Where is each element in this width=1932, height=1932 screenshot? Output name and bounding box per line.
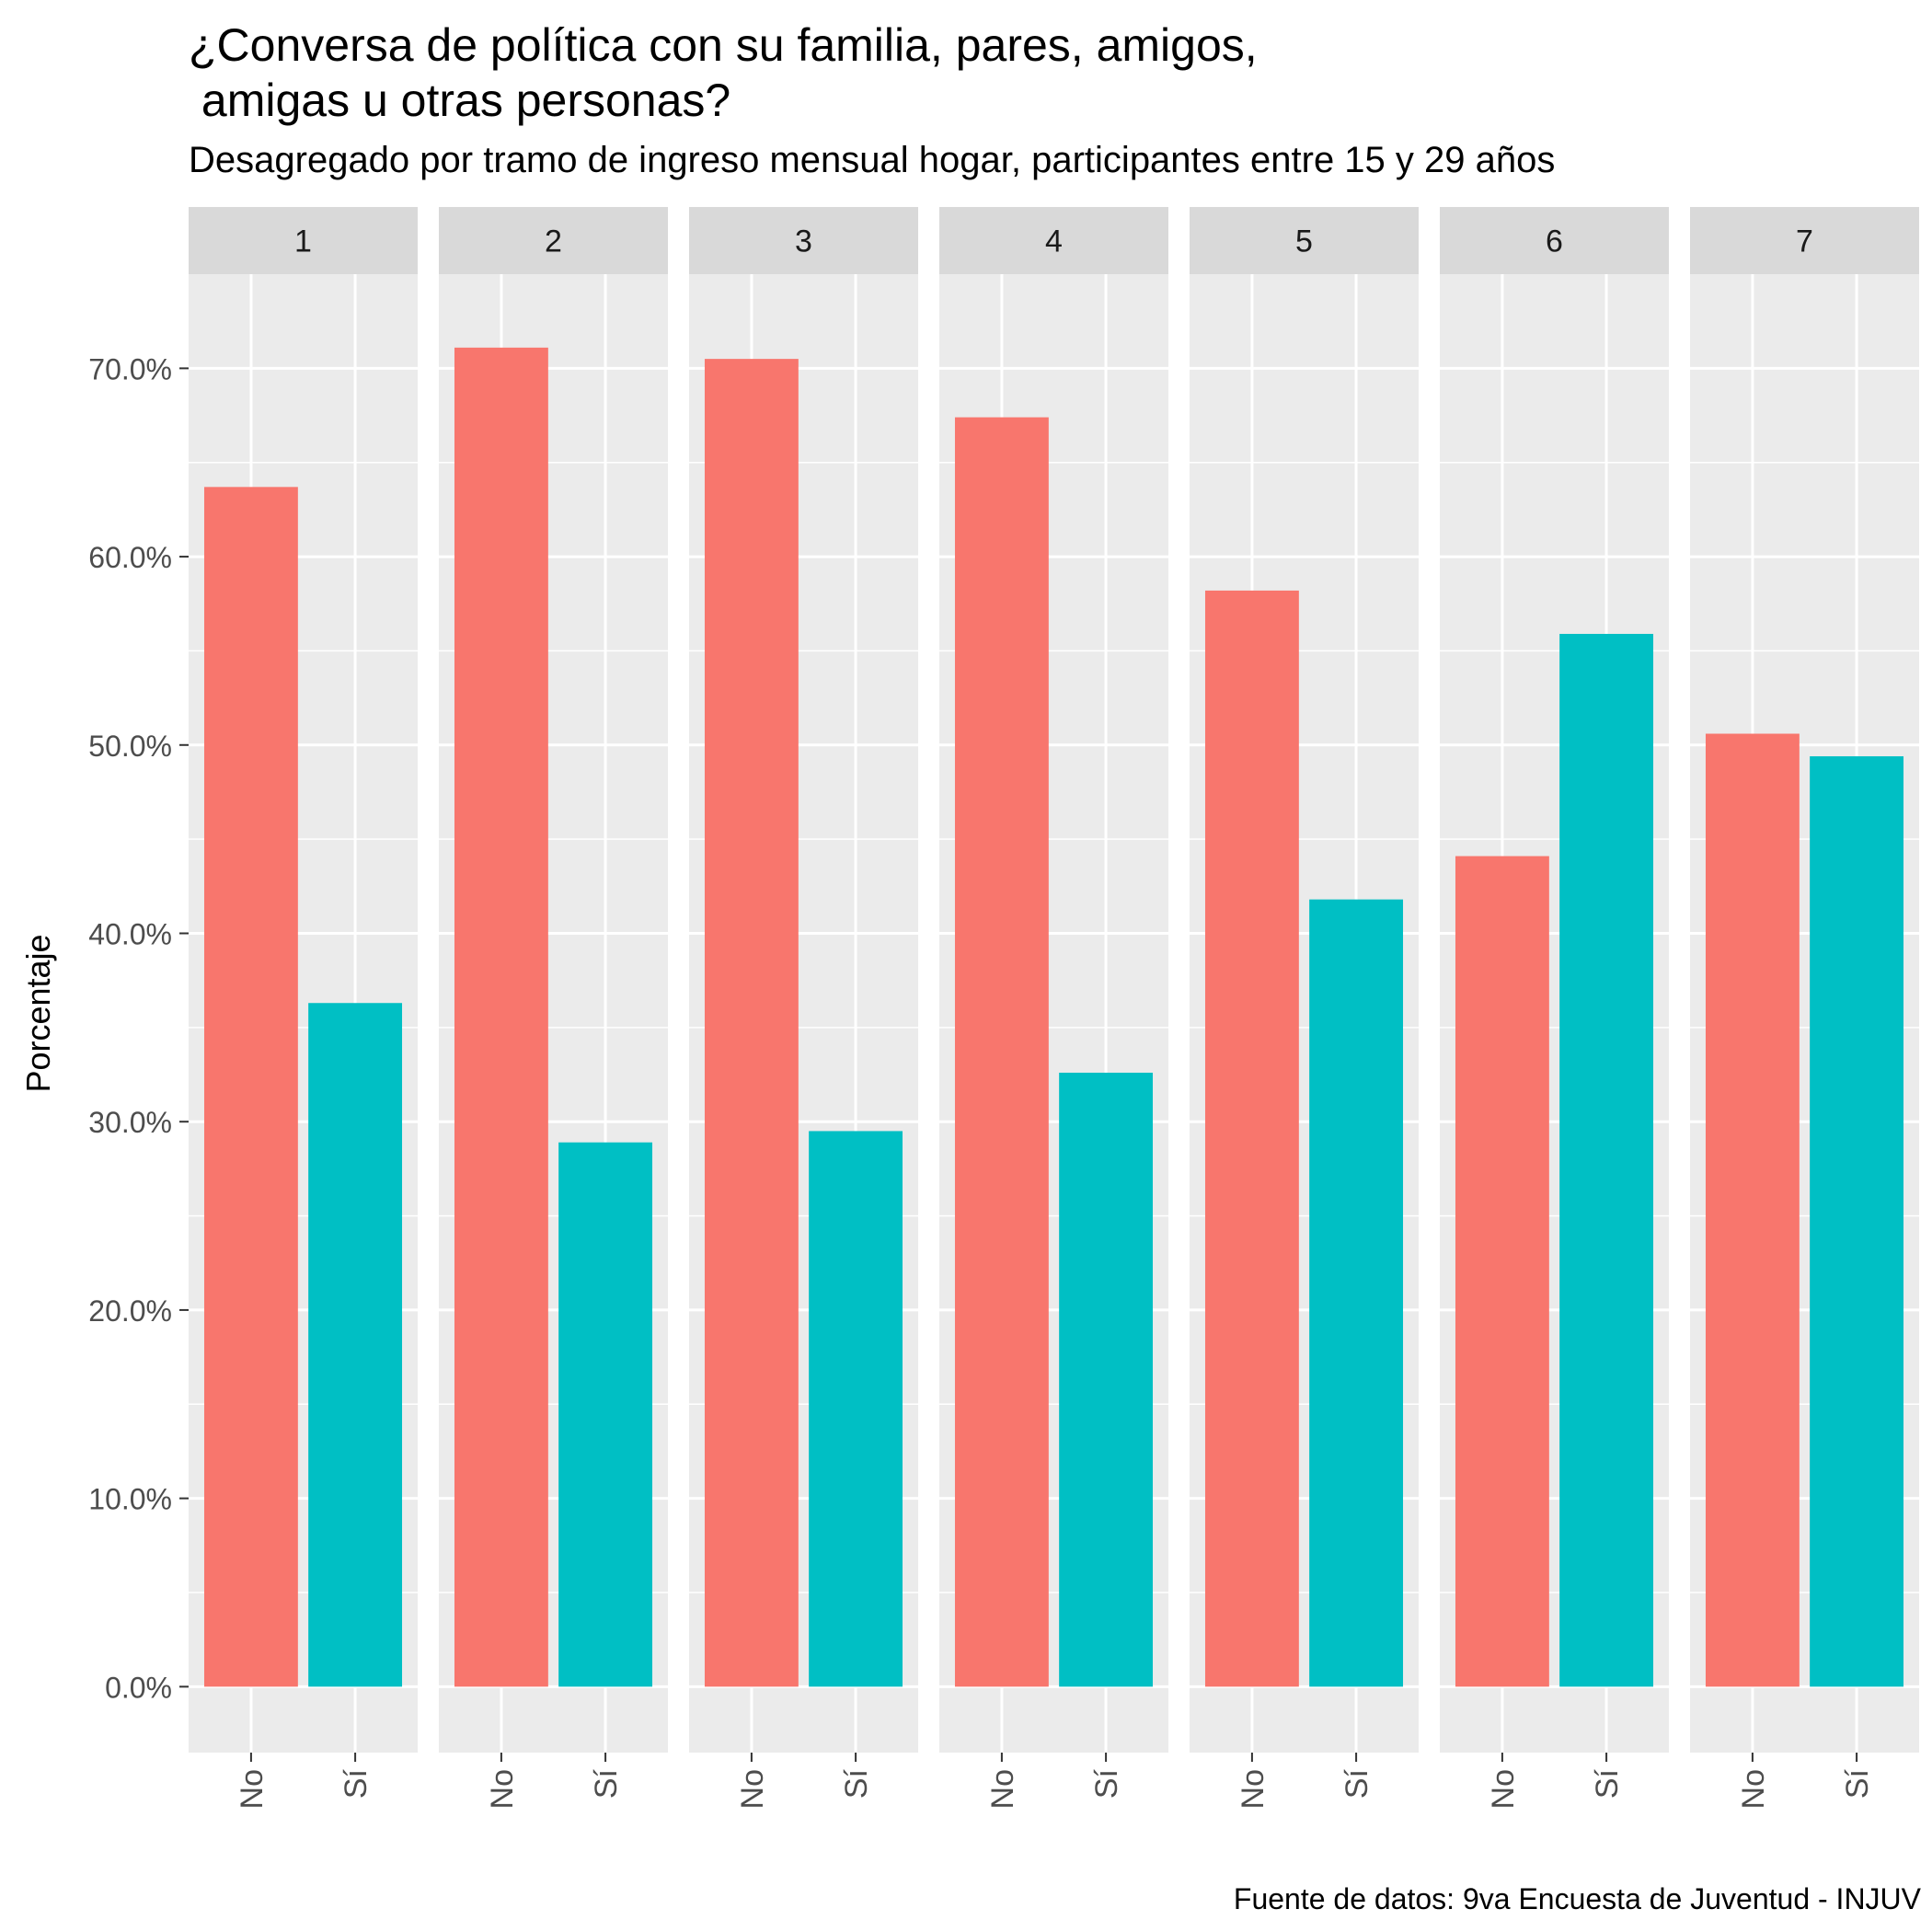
x-tick-label-5-no: No: [1236, 1769, 1271, 1809]
chart-subtitle: Desagregado por tramo de ingreso mensual…: [189, 140, 1556, 180]
facet-strip-label-2: 2: [545, 224, 562, 259]
x-tick-label-2-si: Sí: [589, 1768, 624, 1799]
facet-strip-2: [439, 207, 668, 274]
bar-5-si: [1309, 899, 1404, 1687]
bar-3-si: [809, 1131, 903, 1687]
x-tick-label-6-no: No: [1486, 1769, 1521, 1809]
bar-7-si: [1810, 756, 1904, 1687]
facet-strip-1: [189, 207, 418, 274]
facet-strip-label-5: 5: [1295, 224, 1313, 259]
x-tick-label-6-si: Sí: [1590, 1768, 1625, 1799]
bar-1-si: [308, 1003, 403, 1687]
chart-title-line-2: amigas u otras personas?: [189, 75, 731, 126]
bar-1-no: [203, 487, 298, 1687]
x-tick-label-3-si: Sí: [839, 1768, 874, 1799]
y-tick-label: 60.0%: [88, 541, 172, 574]
x-tick-label-7-no: No: [1736, 1769, 1771, 1809]
facet-strip-label-3: 3: [795, 224, 812, 259]
x-tick-label-5-si: Sí: [1340, 1768, 1374, 1799]
bar-3-no: [704, 359, 799, 1687]
facet-strip-4: [939, 207, 1168, 274]
x-tick-label-1-no: No: [235, 1769, 270, 1809]
chart-caption: Fuente de datos: 9va Encuesta de Juventu…: [1233, 1882, 1921, 1915]
facet-strip-7: [1690, 207, 1919, 274]
x-tick-label-1-si: Sí: [339, 1768, 374, 1799]
x-tick-label-7-si: Sí: [1840, 1768, 1875, 1799]
y-tick-label: 70.0%: [88, 352, 172, 385]
facet-strip-3: [689, 207, 918, 274]
bar-4-si: [1059, 1072, 1154, 1687]
bar-4-no: [954, 417, 1049, 1687]
chart-title-line-1: ¿Conversa de política con su familia, pa…: [189, 19, 1258, 71]
x-tick-label-3-no: No: [735, 1769, 770, 1809]
facet-strip-label-1: 1: [294, 224, 312, 259]
bar-7-no: [1705, 733, 1800, 1687]
bar-5-no: [1204, 590, 1299, 1687]
x-tick-label-4-si: Sí: [1089, 1768, 1124, 1799]
y-tick-label: 20.0%: [88, 1294, 172, 1328]
y-tick-label: 40.0%: [88, 917, 172, 950]
facet-strip-label-4: 4: [1045, 224, 1063, 259]
facet-strip-6: [1440, 207, 1669, 274]
bar-2-si: [558, 1142, 653, 1687]
x-tick-label-4-no: No: [985, 1769, 1020, 1809]
facet-strip-label-6: 6: [1546, 224, 1563, 259]
facet-strip-label-7: 7: [1796, 224, 1813, 259]
y-tick-label: 50.0%: [88, 730, 172, 763]
x-tick-label-2-no: No: [485, 1769, 520, 1809]
y-tick-label: 30.0%: [88, 1106, 172, 1139]
y-tick-label: 0.0%: [105, 1671, 172, 1704]
bar-6-no: [1455, 856, 1549, 1687]
bar-2-no: [454, 347, 548, 1687]
y-tick-label: 10.0%: [88, 1483, 172, 1516]
facet-strip-5: [1190, 207, 1419, 274]
bar-6-si: [1559, 634, 1654, 1687]
y-axis-title: Porcentaje: [19, 934, 57, 1092]
